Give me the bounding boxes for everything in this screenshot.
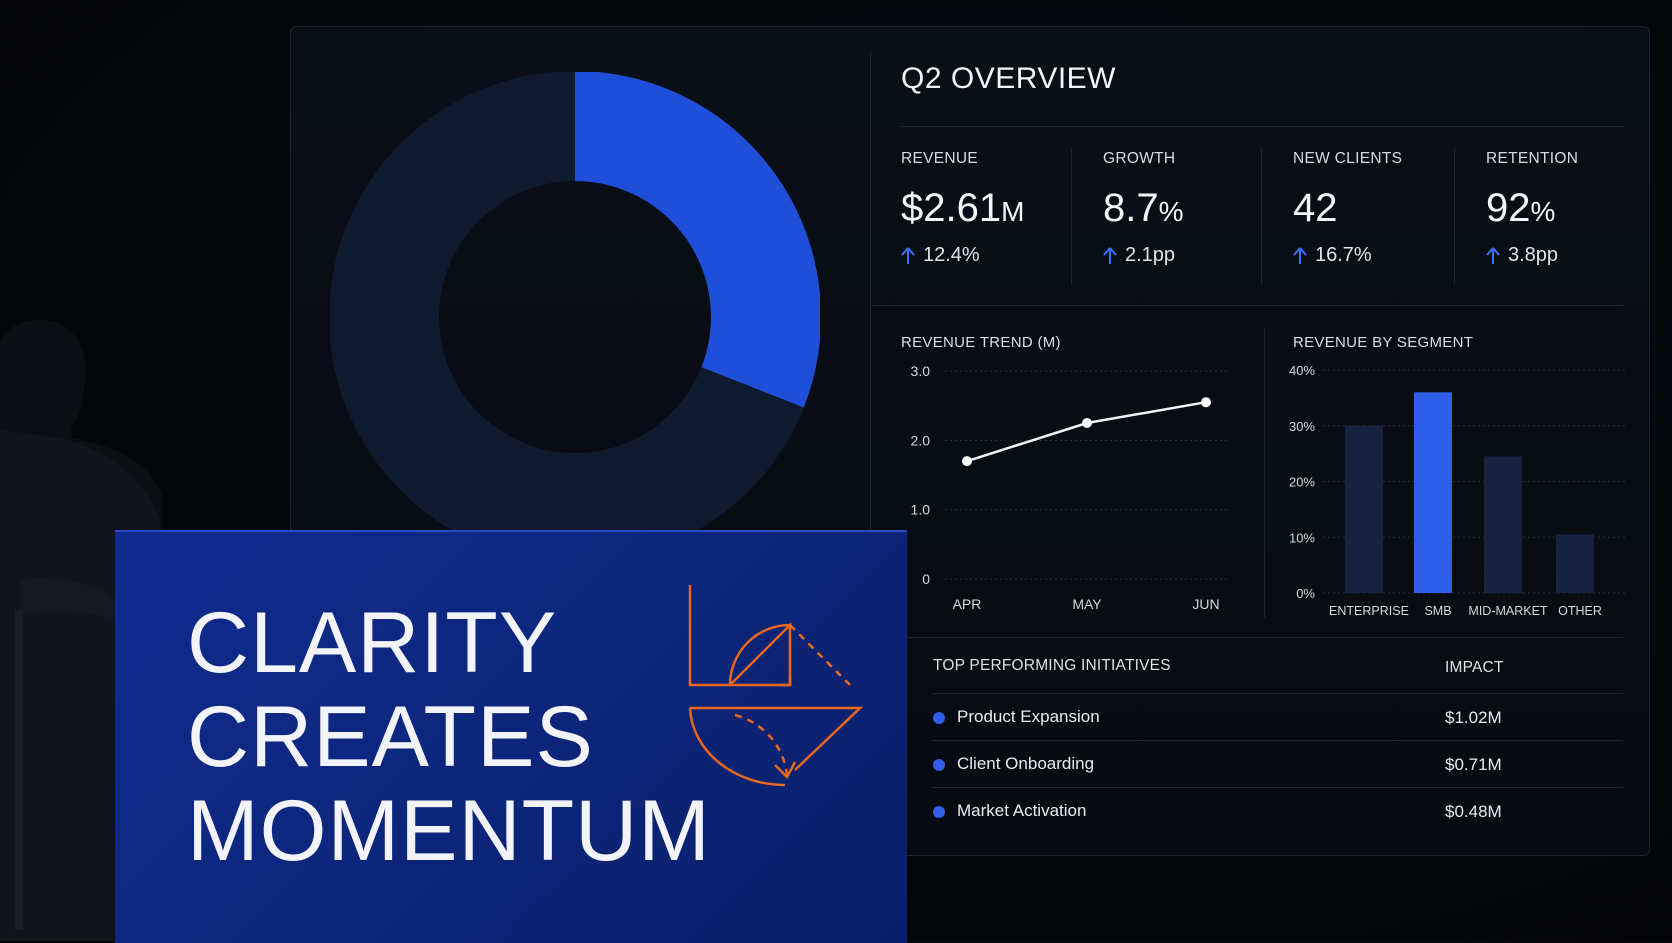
kpi-label: RETENTION (1486, 150, 1579, 167)
overview-title: Q2 OVERVIEW (901, 62, 1117, 95)
chart-divider (1264, 328, 1265, 618)
kpi-unit: % (1158, 196, 1184, 227)
headline-line: CLARITY (187, 595, 558, 691)
revenue-segment-chart: 40% 30% 20% 10% 0% ENTERPRISE SMB MID-MARKET OTH… (1289, 363, 1625, 618)
kpi-delta: 12.4% (901, 244, 1024, 267)
y-tick-label: 3.0 (911, 363, 931, 379)
revenue-trend-chart: 3.0 2.0 1.0 0 APR MAY JUN (911, 363, 1230, 612)
kpi-retention: RETENTION 92% 3.8pp (1486, 150, 1578, 267)
headline-text: CLARITY CREATES MOMENTUM (187, 596, 711, 878)
y-tick-label: 40% (1289, 363, 1315, 378)
kpi-delta-value: 12.4% (923, 244, 980, 266)
kpi-delta-value: 16.7% (1315, 244, 1372, 266)
x-tick-label: OTHER (1558, 604, 1602, 618)
arrow-up-icon (1103, 246, 1117, 264)
data-point (962, 456, 972, 467)
kpi-unit: M (1001, 196, 1025, 227)
arrow-up-icon (901, 246, 915, 264)
donut-chart (330, 72, 820, 562)
bullet-dot-icon (933, 712, 945, 724)
panel-divider (870, 52, 871, 637)
data-point (1201, 397, 1211, 408)
series-line (966, 400, 1207, 463)
revenue-trend-title: REVENUE TREND (M) (901, 334, 1061, 351)
kpi-divider (1071, 148, 1072, 284)
geometric-logo-icon (688, 585, 864, 787)
kpi-divider (1261, 148, 1262, 284)
kpi-revenue: REVENUE $2.61M 12.4% (901, 150, 1024, 267)
kpi-delta: 2.1pp (1103, 244, 1184, 267)
initiative-name: Client Onboarding (957, 754, 1095, 773)
y-tick-label: 10% (1289, 530, 1315, 545)
initiative-impact: $0.71M (1445, 755, 1502, 774)
kpi-number: $2.61 (901, 186, 1002, 230)
title-divider (901, 126, 1623, 127)
x-tick-label: MAY (1072, 596, 1102, 612)
data-point (1082, 418, 1092, 428)
initiative-impact: $1.02M (1445, 708, 1502, 727)
table-row: Client Onboarding $0.71M (933, 740, 1623, 788)
x-tick-label: JUN (1192, 596, 1219, 612)
bar (1556, 534, 1594, 593)
kpi-divider (1454, 148, 1455, 284)
y-tick-label: 0 (922, 571, 930, 587)
kpi-value: $2.61M (901, 188, 1024, 228)
headline-line: CREATES (187, 689, 594, 785)
y-tick-label: 1.0 (911, 502, 931, 518)
y-tick-label: 20% (1289, 475, 1315, 490)
kpi-delta-value: 2.1pp (1125, 244, 1176, 266)
x-tick-label: SMB (1424, 604, 1451, 618)
bar (1414, 392, 1452, 593)
kpi-growth: GROWTH 8.7% 2.1pp (1103, 150, 1184, 267)
kpi-number: 42 (1293, 186, 1338, 230)
charts-bottom-divider (905, 637, 1623, 638)
table-row: Market Activation $0.48M (933, 787, 1623, 835)
kpi-value: 92% (1486, 188, 1578, 228)
kpi-value: 42 (1293, 188, 1402, 228)
kpi-delta-value: 3.8pp (1508, 244, 1559, 266)
kpi-delta: 16.7% (1293, 244, 1402, 267)
kpi-label: GROWTH (1103, 150, 1176, 167)
kpi-value: 8.7% (1103, 188, 1184, 228)
donut-highlight-slice (575, 72, 820, 408)
x-tick-label: APR (953, 596, 982, 612)
office-chair (15, 578, 115, 930)
bar (1484, 456, 1522, 593)
initiative-name: Product Expansion (957, 707, 1100, 726)
headline-card: CLARITY CREATES MOMENTUM (115, 530, 907, 943)
kpi-bottom-divider (871, 305, 1623, 306)
kpi-label: REVENUE (901, 150, 979, 167)
kpi-delta: 3.8pp (1486, 244, 1578, 267)
kpi-unit: % (1530, 196, 1556, 227)
revenue-segment-title: REVENUE BY SEGMENT (1293, 334, 1474, 351)
headline-line: MOMENTUM (187, 783, 711, 879)
y-tick-label: 0% (1296, 586, 1315, 601)
table-row: Product Expansion $1.02M (933, 693, 1623, 741)
x-tick-label: ENTERPRISE (1329, 604, 1409, 618)
arrow-up-icon (1486, 246, 1500, 264)
initiative-impact: $0.48M (1445, 802, 1502, 821)
kpi-new-clients: NEW CLIENTS 42 16.7% (1293, 150, 1402, 267)
initiatives-header: TOP PERFORMING INITIATIVES (933, 657, 1171, 674)
arrow-up-icon (1293, 246, 1307, 264)
y-tick-label: 30% (1289, 419, 1315, 434)
bullet-dot-icon (933, 759, 945, 771)
bar (1345, 425, 1383, 593)
impact-header: IMPACT (1445, 659, 1504, 676)
kpi-number: 92 (1486, 186, 1531, 230)
bullet-dot-icon (933, 806, 945, 818)
y-tick-label: 2.0 (911, 432, 931, 448)
x-tick-label: MID-MARKET (1468, 604, 1548, 618)
initiative-name: Market Activation (957, 801, 1087, 820)
kpi-number: 8.7 (1103, 186, 1159, 230)
kpi-label: NEW CLIENTS (1293, 150, 1403, 167)
